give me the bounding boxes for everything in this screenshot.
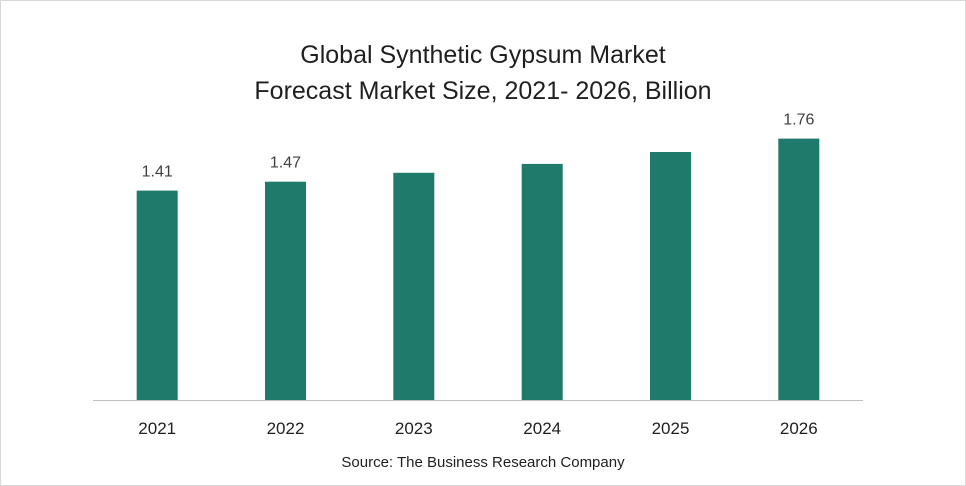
x-tick-label-2026: 2026 xyxy=(780,419,818,438)
bar-2024 xyxy=(521,163,563,400)
data-label-2022: 1.47 xyxy=(270,155,301,172)
bar-2021 xyxy=(136,190,178,400)
data-label-2021: 1.41 xyxy=(142,164,173,181)
bar-2025 xyxy=(650,152,691,400)
source-note: Source: The Business Research Company xyxy=(341,454,625,471)
data-label-2026: 1.76 xyxy=(783,112,814,129)
chart-title-block: Global Synthetic Gypsum Market Forecast … xyxy=(1,37,965,109)
bar-2022 xyxy=(265,181,306,400)
x-tick-label-2025: 2025 xyxy=(652,419,690,438)
x-tick-label-2022: 2022 xyxy=(267,419,305,438)
chart-title: Global Synthetic Gypsum Market xyxy=(300,41,666,69)
chart-subtitle: Forecast Market Size, 2021- 2026, Billio… xyxy=(254,77,712,105)
x-tick-label-2023: 2023 xyxy=(395,419,433,438)
x-tick-label-2024: 2024 xyxy=(523,419,561,438)
bar-2023 xyxy=(393,172,435,400)
x-tick-label-2021: 2021 xyxy=(138,419,176,438)
bar-2026 xyxy=(778,138,820,400)
